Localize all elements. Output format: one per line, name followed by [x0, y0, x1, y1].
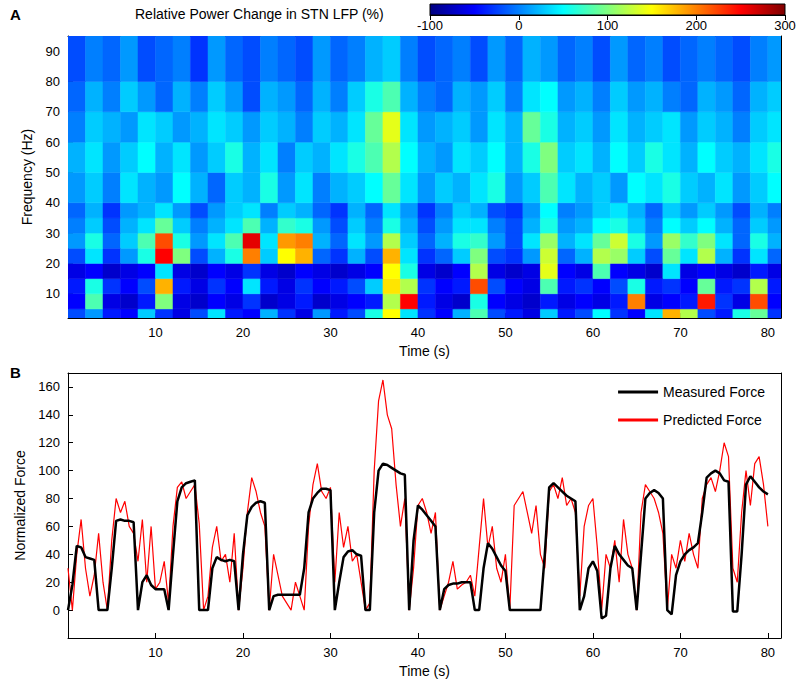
svg-text:80: 80 — [46, 491, 60, 506]
svg-text:60: 60 — [586, 645, 600, 660]
svg-text:0: 0 — [515, 18, 522, 33]
svg-text:10: 10 — [148, 325, 162, 340]
svg-text:40: 40 — [46, 195, 60, 210]
svg-text:-100: -100 — [417, 18, 443, 33]
svg-text:70: 70 — [46, 104, 60, 119]
svg-text:50: 50 — [498, 325, 512, 340]
svg-text:10: 10 — [148, 645, 162, 660]
svg-text:0: 0 — [53, 603, 60, 618]
svg-text:60: 60 — [46, 519, 60, 534]
svg-text:B: B — [10, 364, 21, 381]
svg-text:160: 160 — [38, 379, 60, 394]
svg-text:300: 300 — [774, 18, 796, 33]
svg-text:40: 40 — [411, 325, 425, 340]
svg-text:20: 20 — [236, 325, 250, 340]
svg-text:50: 50 — [46, 165, 60, 180]
svg-text:A: A — [10, 6, 21, 23]
svg-text:60: 60 — [586, 325, 600, 340]
svg-text:80: 80 — [761, 645, 775, 660]
svg-text:Predicted Force: Predicted Force — [663, 412, 762, 428]
svg-text:30: 30 — [323, 325, 337, 340]
svg-text:Frequency (Hz): Frequency (Hz) — [19, 129, 35, 225]
svg-text:Time (s): Time (s) — [399, 663, 450, 679]
svg-text:Normalized Force: Normalized Force — [12, 450, 28, 561]
svg-text:140: 140 — [38, 407, 60, 422]
svg-text:40: 40 — [411, 645, 425, 660]
svg-text:20: 20 — [236, 645, 250, 660]
svg-text:40: 40 — [46, 547, 60, 562]
svg-text:20: 20 — [46, 575, 60, 590]
svg-text:Relative Power Change in STN L: Relative Power Change in STN LFP (%) — [135, 6, 384, 22]
svg-text:80: 80 — [46, 74, 60, 89]
svg-text:90: 90 — [46, 44, 60, 59]
svg-text:70: 70 — [673, 645, 687, 660]
svg-text:30: 30 — [46, 226, 60, 241]
svg-text:100: 100 — [38, 463, 60, 478]
svg-text:70: 70 — [673, 325, 687, 340]
svg-text:10: 10 — [46, 286, 60, 301]
svg-text:50: 50 — [498, 645, 512, 660]
svg-text:Time (s): Time (s) — [399, 343, 450, 359]
svg-text:200: 200 — [685, 18, 707, 33]
svg-text:30: 30 — [323, 645, 337, 660]
svg-text:20: 20 — [46, 256, 60, 271]
svg-text:60: 60 — [46, 135, 60, 150]
svg-text:80: 80 — [761, 325, 775, 340]
svg-text:120: 120 — [38, 435, 60, 450]
svg-text:Measured Force: Measured Force — [663, 384, 765, 400]
svg-text:100: 100 — [597, 18, 619, 33]
